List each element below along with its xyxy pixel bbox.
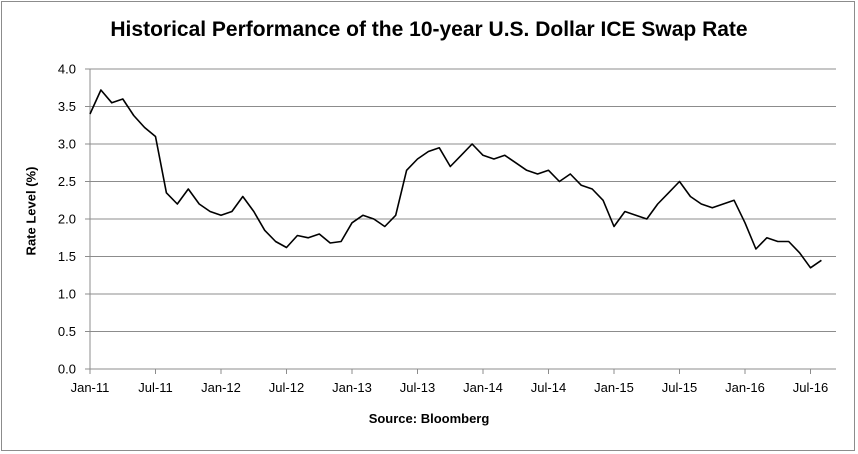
source-note: Source: Bloomberg [368, 411, 490, 426]
x-tick-label: Jan-12 [201, 380, 241, 395]
series-layer [89, 89, 822, 269]
x-tick-label: Jan-15 [594, 380, 634, 395]
y-tick-label: 1.0 [58, 287, 76, 302]
x-tick-label: Jul-16 [793, 380, 828, 395]
axes [85, 68, 836, 374]
x-tick-label: Jan-11 [71, 380, 110, 395]
x-tick-label: Jan-13 [332, 380, 372, 395]
y-tick-label: 0.5 [58, 324, 76, 339]
y-tick-label: 2.5 [58, 174, 76, 189]
x-tick-label: Jul-11 [138, 380, 172, 395]
x-tick-label: Jan-14 [463, 380, 503, 395]
y-tick-label: 4.0 [58, 62, 76, 77]
y-tick-labels: 0.0 0.5 1.0 1.5 2.0 2.5 3.0 3.5 4.0 [58, 62, 76, 377]
x-tick-labels: Jan-11 Jul-11 Jan-12 Jul-12 Jan-13 Jul-13 Jan-… [71, 380, 829, 395]
y-tick-label: 2.0 [58, 212, 76, 227]
y-tick-label: 3.5 [58, 99, 76, 114]
x-tick-label: Jul-13 [400, 380, 435, 395]
gridlines [90, 68, 836, 332]
y-tick-label: 1.5 [58, 249, 76, 264]
x-tick-label: Jan-16 [725, 380, 765, 395]
x-tick-label: Jul-15 [662, 380, 697, 395]
x-tick-label: Jul-14 [531, 380, 566, 395]
x-tick-label: Jul-12 [269, 380, 304, 395]
y-tick-label: 3.0 [58, 137, 76, 152]
series-line [89, 89, 822, 269]
chart-title: Historical Performance of the 10-year U.… [110, 18, 748, 41]
y-tick-label: 0.0 [58, 362, 76, 377]
